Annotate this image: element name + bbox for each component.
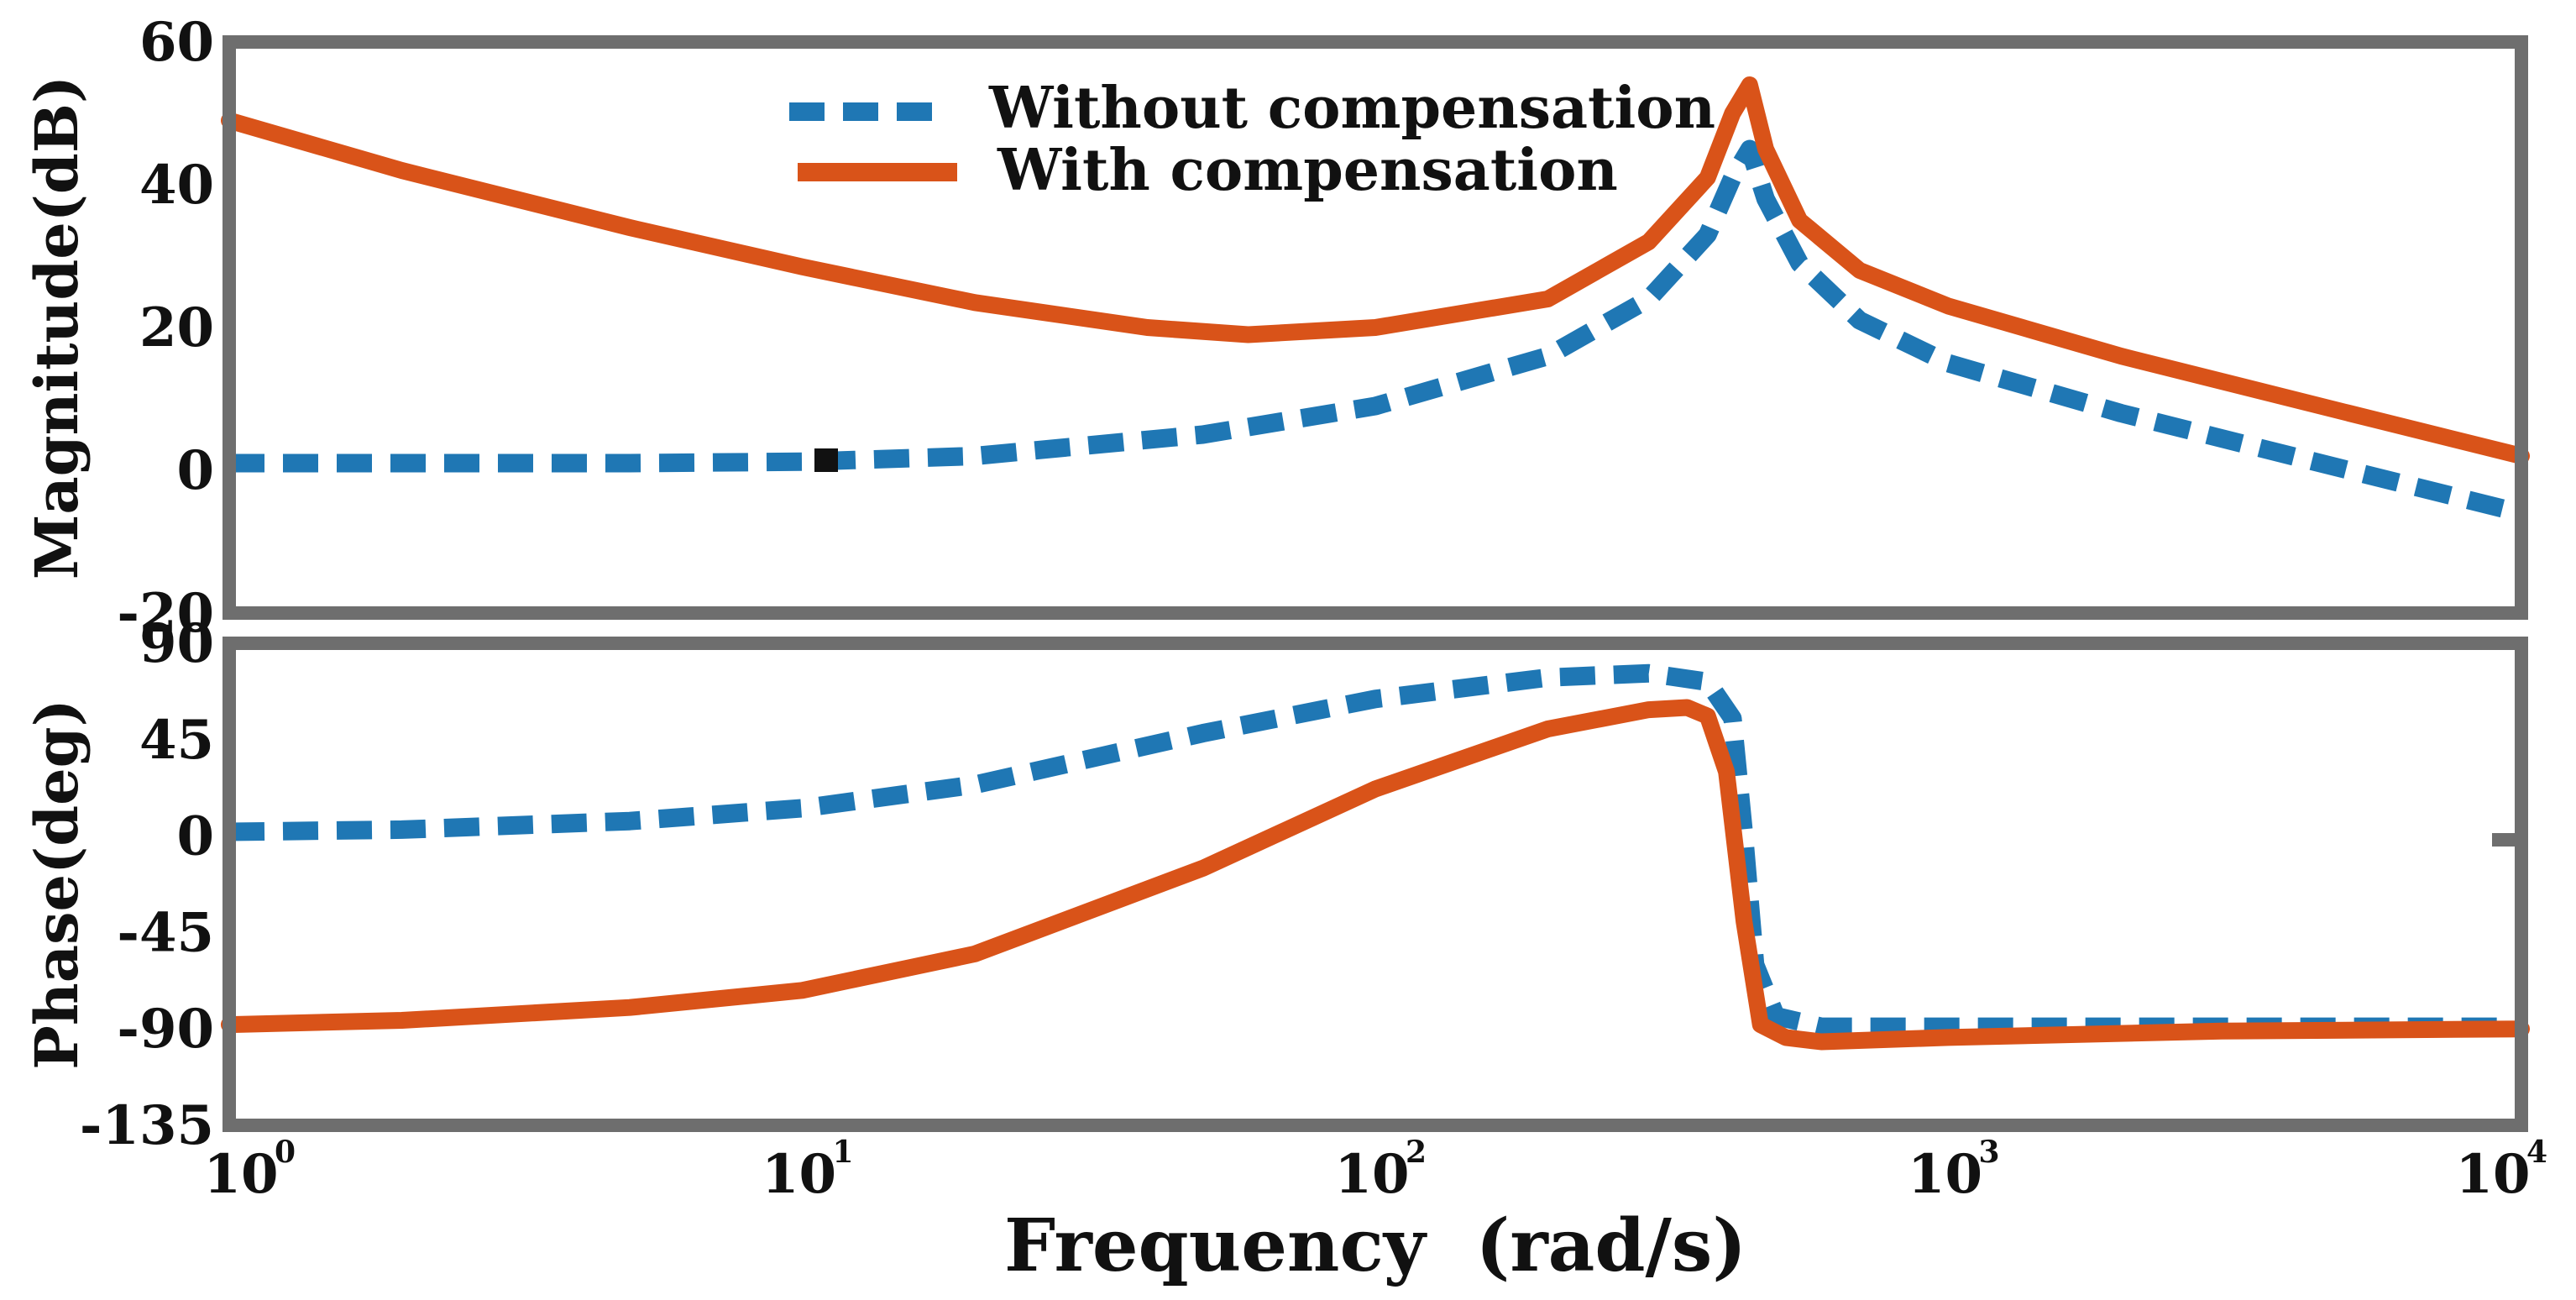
phase-axis-title: Phase(deg): [22, 699, 92, 1070]
phase-y-tick-label: 0: [176, 805, 214, 868]
legend: Without compensation With compensation: [789, 75, 1715, 204]
x-tick-label: 10: [1334, 1143, 1409, 1206]
legend-with-compensation-label: With compensation: [997, 137, 1618, 204]
phase-y-tick-label: -45: [117, 901, 214, 964]
magnitude-y-tick-label: 60: [139, 11, 214, 74]
magnitude-y-tick-label: 0: [176, 439, 214, 502]
x-tick-exponent: 0: [275, 1135, 296, 1170]
magnitude-panel: 60 40 20 0 -20 Magnitude(dB) Without compens…: [22, 11, 2530, 645]
magnitude-axis-title: Magnitude(dB): [22, 76, 92, 579]
phase-axes-frame: [223, 637, 2528, 1132]
magnitude-series-without-compensation: [229, 139, 2524, 522]
phase-series-with-compensation: [221, 699, 2530, 1051]
phase-y-tick-label: -90: [117, 998, 214, 1061]
x-tick-label: 10: [762, 1143, 836, 1206]
x-tick-exponent: 2: [1406, 1135, 1427, 1170]
phase-series-group: [221, 663, 2530, 1051]
phase-y-tick-labels: 90 45 0 -45 -90 -135: [80, 612, 214, 1157]
phase-y-tick-label: -135: [80, 1094, 214, 1157]
x-axis-title: Frequency (rad/s): [1004, 1203, 1746, 1288]
x-tick-label: 10: [2455, 1143, 2530, 1206]
magnitude-y-tick-labels: 60 40 20 0 -20: [117, 11, 214, 645]
magnitude-axes-frame: [223, 35, 2528, 620]
magnitude-y-tick-label: 20: [139, 296, 214, 359]
phase-y-tick-label: 45: [139, 709, 214, 772]
phase-series-without-compensation: [228, 663, 2521, 1036]
x-tick-exponent: 1: [833, 1135, 854, 1170]
magnitude-y-tick-label: -20: [117, 582, 214, 645]
x-tick-exponent: 3: [1979, 1135, 2000, 1170]
phase-y-tick-label: 90: [139, 612, 214, 675]
marker-square: [814, 448, 838, 472]
x-tick-exponent: 4: [2526, 1135, 2547, 1170]
magnitude-series-with-compensation: [221, 76, 2530, 464]
x-tick-label: 10: [203, 1143, 278, 1206]
magnitude-series-group: [221, 76, 2530, 522]
legend-without-compensation-label: Without compensation: [988, 75, 1715, 142]
magnitude-y-tick-label: 40: [139, 154, 214, 217]
x-tick-label: 10: [1908, 1143, 1982, 1206]
phase-panel: 90 45 0 -45 -90 -135 Phase(deg): [22, 612, 2530, 1157]
x-tick-labels: 100 101 102 103 104: [203, 1135, 2547, 1206]
